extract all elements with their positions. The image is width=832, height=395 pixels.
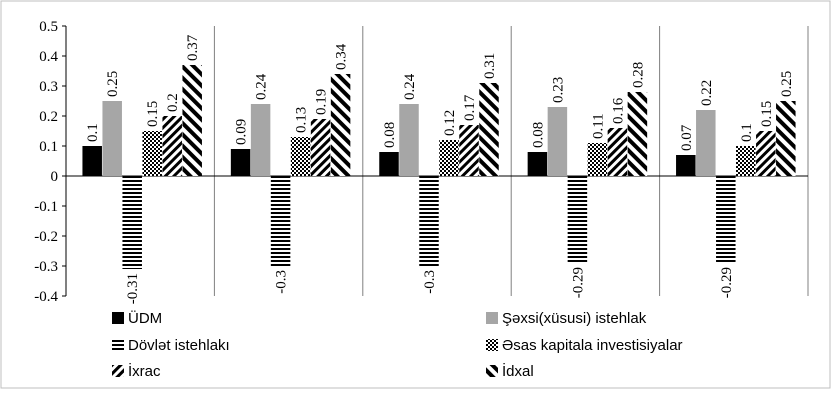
legend-label: ÜDM <box>128 309 162 327</box>
data-label: 0.07 <box>679 124 695 151</box>
y-tick-label: -0.3 <box>34 259 58 275</box>
bar-series-3-group-4 <box>567 176 588 263</box>
bar-series-5-group-3 <box>459 125 479 176</box>
data-label: 0.19 <box>314 89 330 115</box>
data-label: 0.1 <box>85 123 101 142</box>
legend-swatch <box>486 339 498 351</box>
data-labels: 0.1 0.09 0.08 0.08 0.07 0.25 0.24 0.24 0.23 0.22 -… <box>85 34 795 304</box>
data-label: -0.29 <box>570 267 586 298</box>
y-tick-label: 0.5 <box>39 19 58 35</box>
data-label: 0.17 <box>462 94 478 121</box>
data-label: 0.11 <box>590 113 606 139</box>
data-label: 0.15 <box>759 101 775 127</box>
bar-series-1-group-2 <box>230 149 251 176</box>
y-tick-label: 0.4 <box>39 49 58 65</box>
data-label: 0.1 <box>739 123 755 142</box>
bar-series-6-group-5 <box>776 101 796 176</box>
legend-label: İxrac <box>128 362 161 380</box>
bar-series-6-group-1 <box>182 65 202 176</box>
data-label: 0.28 <box>630 62 646 88</box>
bar-series-5-group-4 <box>607 128 628 176</box>
bar-series-2-group-5 <box>696 110 716 176</box>
data-label: 0.37 <box>185 34 201 61</box>
legend: ÜDM Şəxsi(xüsusi) istehlak Dövlət istehlak… <box>112 309 683 380</box>
data-label: 0.34 <box>334 43 350 70</box>
data-label: 0.2 <box>165 93 181 112</box>
data-label: 0.16 <box>610 97 626 124</box>
data-label: 0.22 <box>699 80 715 106</box>
bar-series-2-group-2 <box>250 104 271 176</box>
data-label: -0.29 <box>719 267 735 298</box>
data-label: 0.08 <box>530 122 546 148</box>
bar-series-4-group-5 <box>736 146 756 176</box>
legend-swatch <box>112 312 124 324</box>
bar-series-4-group-4 <box>587 143 608 176</box>
bar-series-2-group-4 <box>547 107 568 176</box>
data-label: -0.3 <box>274 270 290 294</box>
data-label: 0.15 <box>145 101 161 127</box>
legend-swatch <box>112 365 124 377</box>
legend-label: Şəxsi(xüsusi) istehlak <box>502 310 647 327</box>
data-label: 0.08 <box>382 122 398 148</box>
y-tick-label: 0.2 <box>39 109 58 125</box>
bar-series-1-group-5 <box>676 155 696 176</box>
bar-series-3-group-1 <box>122 176 142 269</box>
y-tick-label: -0.1 <box>34 199 58 215</box>
bar-series-3-group-2 <box>270 176 291 266</box>
bar-series-5-group-2 <box>310 119 331 176</box>
bar-series-1-group-3 <box>379 152 399 176</box>
bar-series-6-group-4 <box>627 92 648 176</box>
bar-series-4-group-1 <box>142 131 162 176</box>
bar-series-4-group-2 <box>290 137 311 176</box>
bar-series-6-group-2 <box>330 74 351 176</box>
bar-series-6-group-3 <box>479 83 499 176</box>
data-label: 0.31 <box>482 53 498 79</box>
data-label: 0.12 <box>442 110 458 136</box>
bar-series-1-group-4 <box>527 152 548 176</box>
data-label: 0.09 <box>234 119 250 145</box>
data-label: 0.24 <box>402 73 418 100</box>
bar-series-3-group-5 <box>716 176 736 263</box>
data-label: -0.3 <box>422 270 438 294</box>
bars <box>82 65 796 269</box>
grid <box>213 26 809 296</box>
bar-series-1-group-1 <box>82 146 102 176</box>
legend-swatch <box>486 365 498 377</box>
y-tick-label: -0.2 <box>34 229 58 245</box>
data-label: 0.25 <box>779 71 795 97</box>
y-tick-label: -0.4 <box>34 289 58 305</box>
bar-series-2-group-1 <box>102 101 122 176</box>
legend-swatch <box>112 339 124 351</box>
y-tick-label: 0.1 <box>39 139 58 155</box>
bar-series-5-group-1 <box>162 116 182 176</box>
bar-series-3-group-3 <box>419 176 439 266</box>
data-label: 0.24 <box>254 73 270 100</box>
legend-label: Əsas kapitala investisiyalar <box>502 337 683 354</box>
data-label: -0.31 <box>125 273 141 304</box>
legend-swatch <box>486 312 498 324</box>
data-label: 0.23 <box>550 77 566 103</box>
legend-label: Dövlət istehlakı <box>128 337 230 354</box>
legend-label: İdxal <box>502 362 534 380</box>
data-label: 0.13 <box>294 107 310 133</box>
bar-series-4-group-3 <box>439 140 459 176</box>
y-tick-label: 0.3 <box>39 79 58 95</box>
bar-series-2-group-3 <box>399 104 419 176</box>
bar-series-5-group-5 <box>756 131 776 176</box>
data-label: 0.25 <box>105 71 121 97</box>
y-tick-label: 0 <box>51 169 59 185</box>
